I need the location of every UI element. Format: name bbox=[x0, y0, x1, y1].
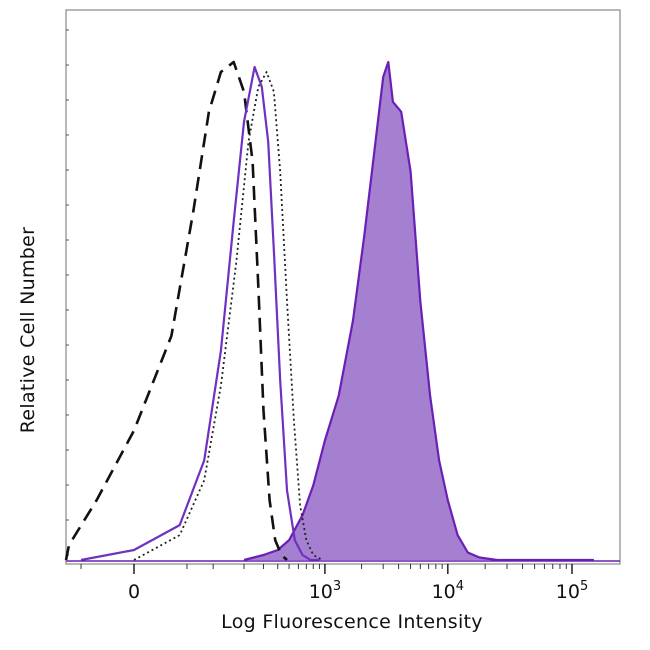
x-axis-label: Log Fluorescence Intensity bbox=[221, 611, 483, 633]
x-tick-label: 0 bbox=[128, 581, 140, 603]
series-line bbox=[133, 71, 323, 561]
series-line bbox=[64, 60, 288, 561]
x-tick-label: 104 bbox=[432, 579, 464, 603]
x-tick-labels: 0 103 104 105 bbox=[128, 579, 588, 603]
x-tick-label: 105 bbox=[556, 579, 588, 603]
series-layer bbox=[64, 60, 620, 562]
series-line bbox=[243, 60, 594, 562]
axis-ticks bbox=[66, 29, 573, 574]
plot-frame bbox=[65, 9, 621, 565]
series-line bbox=[80, 65, 320, 562]
series-fill bbox=[244, 62, 594, 560]
y-axis-label: Relative Cell Number bbox=[17, 227, 39, 434]
x-tick-label: 103 bbox=[309, 579, 341, 603]
